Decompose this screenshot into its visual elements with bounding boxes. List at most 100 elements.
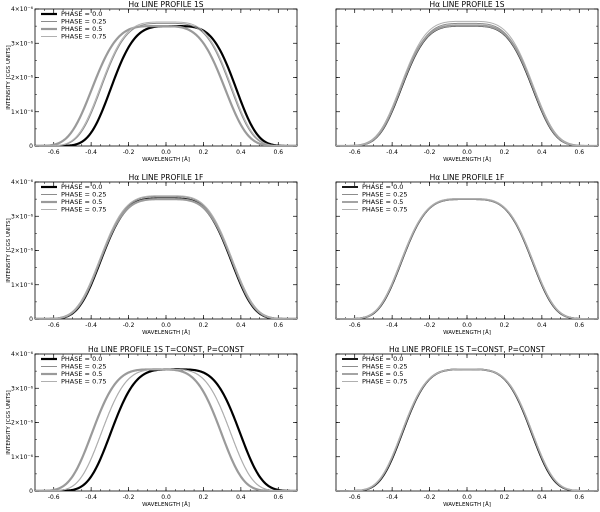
legend-entry: PHASE = 0.75 xyxy=(61,378,107,386)
x-tick-label: -0.2 xyxy=(424,494,436,501)
x-tick-label: 0.6 xyxy=(274,322,284,329)
series-line-2 xyxy=(336,368,598,491)
x-tick-label: -0.4 xyxy=(386,149,398,156)
x-tick-label: 0.4 xyxy=(537,322,547,329)
legend-entry: PHASE = 0.5 xyxy=(61,198,102,206)
legend-entry: PHASE = 0.0 xyxy=(61,183,102,191)
x-tick-label: 0.0 xyxy=(161,149,171,156)
x-tick-label: 0.4 xyxy=(537,494,547,501)
x-tick-label: 0.2 xyxy=(500,494,510,501)
x-tick-label: -0.4 xyxy=(85,322,97,329)
x-tick-label: 0.0 xyxy=(161,494,171,501)
y-tick-label: 0 xyxy=(29,316,33,323)
x-tick-label: 0.6 xyxy=(575,149,585,156)
legend-entry: PHASE = 0.5 xyxy=(362,198,403,206)
y-tick-label: 0 xyxy=(29,488,33,495)
chart-title: Hα LINE PROFILE 1S xyxy=(128,0,203,9)
x-axis-label: WAVELENGTH [Å] xyxy=(443,501,491,508)
series-line-4 xyxy=(35,195,297,319)
x-tick-label: -0.4 xyxy=(85,149,97,156)
legend-entry: PHASE = 0.75 xyxy=(61,33,107,41)
x-tick-label: -0.4 xyxy=(85,494,97,501)
legend-entry: PHASE = 0.0 xyxy=(61,355,102,363)
legend-entry: PHASE = 0.5 xyxy=(61,25,102,33)
y-tick-label: 2×10⁻⁶ xyxy=(11,248,34,255)
chart-title: Hα LINE PROFILE 1S T=CONST, P=CONST xyxy=(88,345,245,354)
series-line-4 xyxy=(336,368,598,491)
x-tick-label: 0.6 xyxy=(274,149,284,156)
chart-title: Hα LINE PROFILE 1F xyxy=(129,173,204,182)
y-axis-label: INTENSITY [CGS UNITS] xyxy=(6,218,12,283)
legend-entry: PHASE = 0.5 xyxy=(61,370,102,378)
x-tick-label: -0.6 xyxy=(48,322,60,329)
y-tick-label: 3×10⁻⁶ xyxy=(11,385,34,392)
chart-panel-4: Hα LINE PROFILE 1F -0.6 -0.4 -0.2 0.0 0.2 0.4 0… xyxy=(335,173,599,336)
x-tick-label: 0.4 xyxy=(236,494,246,501)
x-tick-label: -0.6 xyxy=(349,322,361,329)
x-tick-label: 0.2 xyxy=(199,149,209,156)
legend-entry: PHASE = 0.0 xyxy=(61,10,102,18)
y-axis-label: INTENSITY [CGS UNITS] xyxy=(6,45,12,110)
x-tick-label: -0.4 xyxy=(386,322,398,329)
series-line-3 xyxy=(35,25,297,146)
chart-panel-1: Hα LINE PROFILE 1S -0.6 -0.4 -0.2 0.0 0.2 0.4 0… xyxy=(6,0,298,163)
series-line-1 xyxy=(336,198,598,319)
legend-entry: PHASE = 0.75 xyxy=(61,206,107,214)
series-line-1 xyxy=(35,197,297,319)
y-tick-label: 2×10⁻⁶ xyxy=(11,420,34,427)
series-line-2 xyxy=(35,195,297,319)
x-axis-label: WAVELENGTH [Å] xyxy=(443,156,491,163)
x-tick-label: 0.4 xyxy=(537,149,547,156)
x-axis-label: WAVELENGTH [Å] xyxy=(142,156,190,163)
x-tick-label: 0.2 xyxy=(500,149,510,156)
legend-entry: PHASE = 0.0 xyxy=(362,183,403,191)
y-tick-label: 1×10⁻⁶ xyxy=(11,282,34,289)
y-tick-label: 4×10⁻⁶ xyxy=(11,179,34,186)
y-tick-label: 3×10⁻⁶ xyxy=(11,213,34,220)
legend-entry: PHASE = 0.0 xyxy=(362,355,403,363)
x-tick-label: -0.2 xyxy=(123,149,135,156)
x-tick-label: 0.4 xyxy=(236,149,246,156)
y-tick-label: 1×10⁻⁶ xyxy=(11,454,34,461)
legend-entry: PHASE = 0.75 xyxy=(362,206,408,214)
y-tick-label: 4×10⁻⁶ xyxy=(11,351,34,358)
series-line-2 xyxy=(336,198,598,319)
legend-entry: PHASE = 0.25 xyxy=(61,363,107,371)
chart-panel-3: Hα LINE PROFILE 1F -0.6 -0.4 -0.2 0.0 0.2 0.4 0… xyxy=(6,173,298,336)
legend-entry: PHASE = 0.25 xyxy=(61,191,107,199)
x-axis-label: WAVELENGTH [Å] xyxy=(142,501,190,508)
x-tick-label: 0.0 xyxy=(462,494,472,501)
series-line-4 xyxy=(336,20,598,146)
series-line-2 xyxy=(336,22,598,146)
x-tick-label: 0.4 xyxy=(236,322,246,329)
chart-panel-5: Hα LINE PROFILE 1S T=CONST, P=CONST -0.6 -… xyxy=(6,345,298,508)
y-tick-label: 1×10⁻⁶ xyxy=(11,109,34,116)
x-tick-label: 0.0 xyxy=(462,149,472,156)
y-tick-label: 0 xyxy=(29,143,33,150)
x-tick-label: -0.6 xyxy=(349,494,361,501)
y-tick-label: 4×10⁻⁶ xyxy=(11,6,34,13)
series-line-1 xyxy=(336,368,598,491)
series-line-3 xyxy=(336,368,598,491)
x-tick-label: -0.6 xyxy=(349,149,361,156)
y-tick-label: 2×10⁻⁶ xyxy=(11,75,34,82)
legend-entry: PHASE = 0.75 xyxy=(362,378,408,386)
x-tick-label: 0.0 xyxy=(161,322,171,329)
x-tick-label: -0.2 xyxy=(424,149,436,156)
series-line-2 xyxy=(35,22,297,146)
x-tick-label: -0.2 xyxy=(424,322,436,329)
legend-entry: PHASE = 0.25 xyxy=(362,363,408,371)
series-line-1 xyxy=(336,25,598,146)
x-tick-label: -0.2 xyxy=(123,322,135,329)
y-tick-label: 3×10⁻⁶ xyxy=(11,40,34,47)
series-line-3 xyxy=(336,198,598,319)
x-tick-label: 0.6 xyxy=(575,322,585,329)
chart-title: Hα LINE PROFILE 1S T=CONST, P=CONST xyxy=(389,345,546,354)
x-tick-label: 0.6 xyxy=(575,494,585,501)
legend-entry: PHASE = 0.5 xyxy=(362,370,403,378)
series-line-3 xyxy=(35,198,297,319)
x-axis-label: WAVELENGTH [Å] xyxy=(142,329,190,336)
legend-entry: PHASE = 0.25 xyxy=(61,18,107,26)
x-tick-label: 0.6 xyxy=(274,494,284,501)
